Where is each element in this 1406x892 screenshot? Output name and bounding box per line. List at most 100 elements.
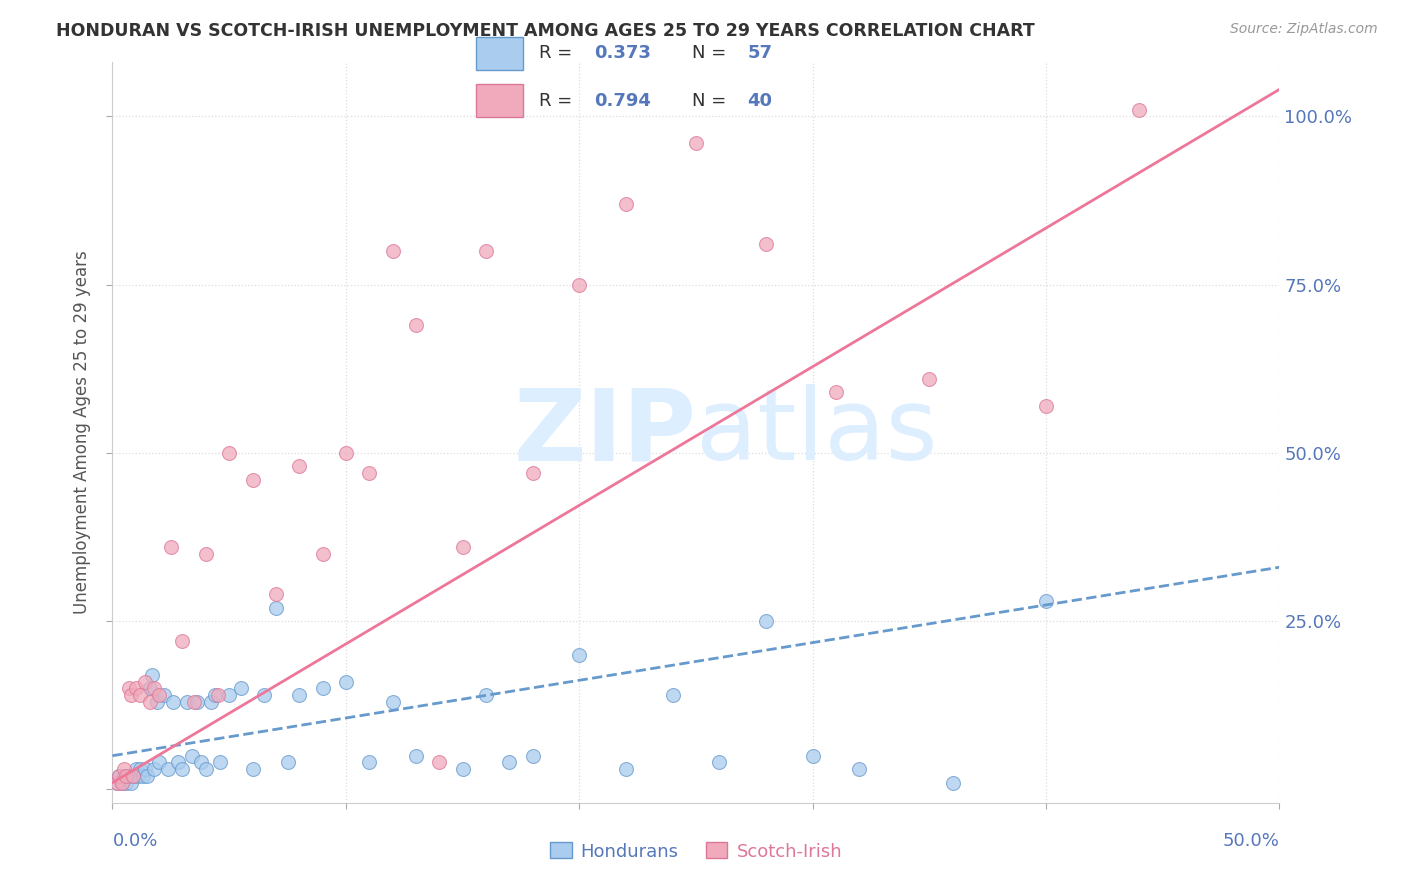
Point	[253, 688, 276, 702]
Point	[709, 756, 731, 770]
Point	[405, 748, 427, 763]
Point	[207, 688, 229, 702]
Point	[143, 681, 166, 696]
Point	[136, 769, 159, 783]
Point	[129, 762, 152, 776]
Point	[614, 762, 637, 776]
Point	[242, 762, 264, 776]
Point	[108, 769, 131, 783]
Text: 0.0%: 0.0%	[112, 832, 157, 850]
Point	[359, 756, 381, 770]
Point	[451, 762, 474, 776]
Legend: Hondurans, Scotch-Irish: Hondurans, Scotch-Irish	[543, 835, 849, 868]
Point	[157, 762, 180, 776]
Point	[186, 695, 208, 709]
Point	[381, 695, 404, 709]
Text: 0.373: 0.373	[593, 45, 651, 62]
Point	[204, 688, 226, 702]
Point	[160, 540, 183, 554]
Point	[180, 748, 202, 763]
Point	[105, 775, 128, 789]
Point	[112, 769, 135, 783]
Point	[451, 540, 474, 554]
Point	[115, 775, 138, 789]
Point	[1128, 103, 1150, 117]
Point	[264, 587, 287, 601]
Point	[801, 748, 824, 763]
Point	[125, 762, 148, 776]
Point	[229, 681, 252, 696]
Point	[172, 762, 194, 776]
Y-axis label: Unemployment Among Ages 25 to 29 years: Unemployment Among Ages 25 to 29 years	[73, 251, 91, 615]
Point	[122, 769, 145, 783]
Point	[120, 688, 142, 702]
Point	[359, 466, 381, 480]
Text: N =: N =	[692, 45, 733, 62]
Text: 50.0%: 50.0%	[1223, 832, 1279, 850]
Point	[129, 688, 152, 702]
Point	[614, 196, 637, 211]
Point	[120, 775, 142, 789]
Point	[918, 372, 941, 386]
Point	[166, 756, 188, 770]
Point	[134, 674, 156, 689]
Point	[276, 756, 298, 770]
Point	[127, 769, 149, 783]
Point	[522, 466, 544, 480]
Text: R =: R =	[538, 92, 578, 110]
Point	[335, 446, 357, 460]
Point	[218, 688, 240, 702]
Point	[194, 547, 217, 561]
Point	[288, 688, 311, 702]
Point	[190, 756, 212, 770]
Point	[825, 385, 848, 400]
Point	[498, 756, 520, 770]
Point	[141, 668, 163, 682]
Point	[1035, 399, 1057, 413]
Point	[122, 769, 145, 783]
Point	[475, 244, 498, 258]
Point	[405, 318, 427, 332]
Point	[139, 681, 162, 696]
Point	[148, 756, 170, 770]
Point	[134, 762, 156, 776]
Text: 0.794: 0.794	[593, 92, 651, 110]
Text: atlas: atlas	[696, 384, 938, 481]
Point	[242, 473, 264, 487]
Point	[148, 688, 170, 702]
Point	[522, 748, 544, 763]
Point	[200, 695, 222, 709]
Point	[112, 762, 135, 776]
Point	[288, 459, 311, 474]
Point	[111, 775, 134, 789]
Point	[568, 277, 591, 292]
Point	[264, 600, 287, 615]
Point	[125, 681, 148, 696]
Point	[208, 756, 231, 770]
Point	[685, 136, 707, 151]
Text: R =: R =	[538, 45, 578, 62]
Text: N =: N =	[692, 92, 733, 110]
Point	[755, 237, 778, 252]
Point	[568, 648, 591, 662]
Point	[132, 769, 155, 783]
Point	[218, 446, 240, 460]
Point	[381, 244, 404, 258]
Point	[475, 688, 498, 702]
Point	[153, 688, 176, 702]
Point	[427, 756, 450, 770]
Point	[108, 769, 131, 783]
Point	[755, 614, 778, 628]
FancyBboxPatch shape	[475, 37, 523, 70]
Text: Source: ZipAtlas.com: Source: ZipAtlas.com	[1230, 22, 1378, 37]
Text: 40: 40	[748, 92, 772, 110]
Point	[105, 775, 128, 789]
Point	[172, 634, 194, 648]
Point	[111, 775, 134, 789]
Point	[139, 695, 162, 709]
Text: ZIP: ZIP	[513, 384, 696, 481]
Point	[162, 695, 184, 709]
Point	[942, 775, 965, 789]
Point	[311, 681, 333, 696]
Point	[1035, 594, 1057, 608]
